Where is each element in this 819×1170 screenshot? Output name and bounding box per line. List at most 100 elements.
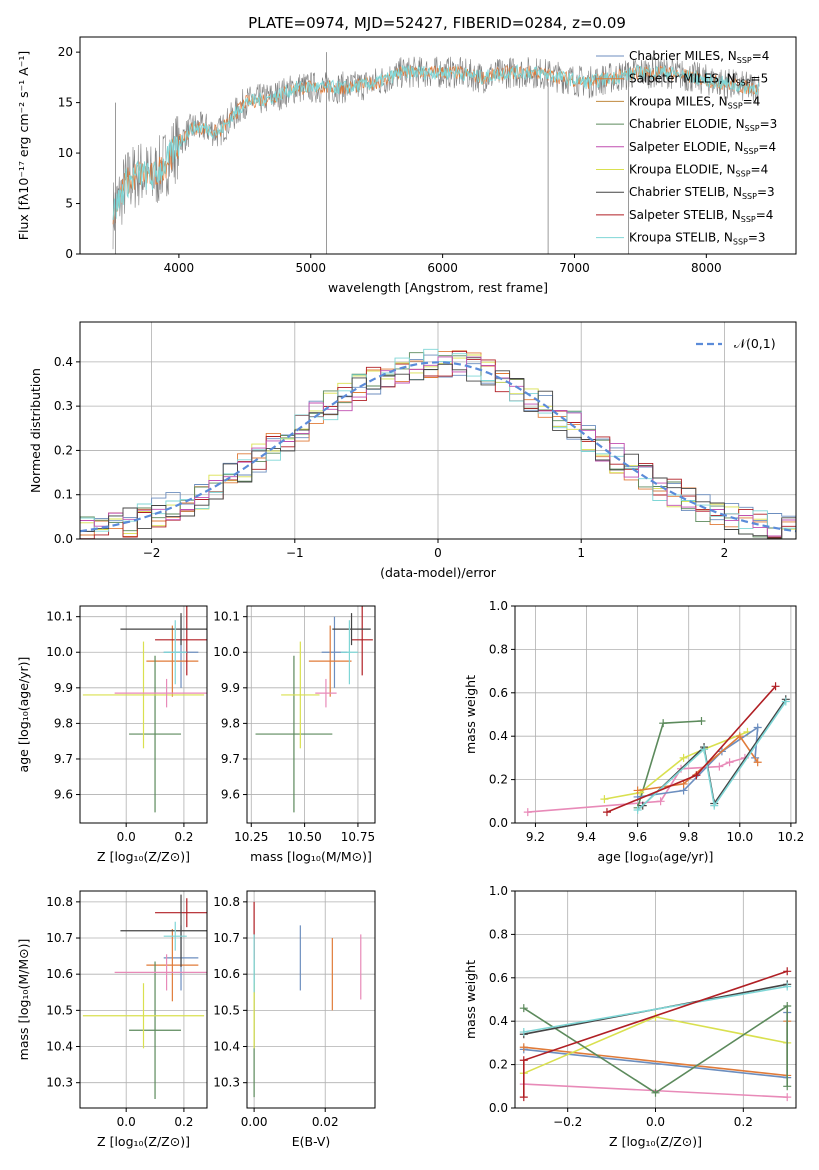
y-tick-label: 9.7	[54, 752, 73, 766]
plot-layer	[82, 606, 207, 813]
data-point-marker	[697, 717, 706, 726]
legend-label: Kroupa MILES, NSSP=4	[629, 94, 760, 110]
y-tick-label: 0.4	[489, 1014, 508, 1028]
series-line	[519, 967, 792, 1102]
y-tick-label: 10.6	[46, 967, 73, 981]
y-tick-label: 0.2	[489, 773, 508, 787]
model-spectrum-line	[112, 64, 760, 220]
y-tick-label: 0.6	[489, 971, 508, 985]
y-tick-label: 10.0	[213, 645, 240, 659]
data-point-marker	[633, 805, 642, 814]
errorbar-point	[281, 641, 320, 749]
axes-mass_vs_Z: 0.0 0.2 10.3 10.4 10.5 10.6 10.7 10.8 Z [log₁₀(Z…	[16, 890, 208, 1149]
y-tick-label: 9.9	[54, 681, 73, 695]
series-path	[523, 1004, 788, 1094]
legend: 𝒩(0,1)	[696, 336, 776, 351]
axes-frame	[246, 605, 376, 824]
y-tick-label: 0.4	[489, 729, 508, 743]
legend-value: =4	[758, 140, 776, 154]
data-point-marker	[771, 682, 780, 691]
x-tick-label: 0.02	[312, 1115, 339, 1129]
errorbar-point	[146, 625, 199, 697]
plot-area-massweight_vs_age	[523, 682, 790, 817]
data-point-marker	[753, 723, 762, 732]
errorbar-point	[163, 921, 187, 951]
y-tick-label: 15	[58, 96, 73, 110]
axes-mass_vs_ebv: 0.00 0.02 10.3 10.4 10.5 10.6 10.7 10.8 E(B-V)	[213, 890, 376, 1149]
errorbar-point	[255, 655, 333, 813]
y-tick-label: 10.1	[46, 610, 73, 624]
data-point-marker	[519, 1004, 528, 1013]
series-line	[633, 732, 762, 795]
legend-label: Kroupa STELIB, NSSP=3	[629, 231, 766, 247]
x-axis-label: Z [log₁₀(Z/Z⊙)]	[97, 1134, 190, 1149]
x-axis-label: Z [log₁₀(Z/Z⊙)]	[609, 1134, 702, 1149]
data-point-marker	[656, 797, 665, 806]
plot-area-massweight_vs_Z	[519, 967, 792, 1102]
y-tick-label: 10.6	[213, 967, 240, 981]
errorbar-point	[129, 961, 182, 1099]
histogram-step	[80, 363, 796, 539]
x-tick-label: 10.50	[287, 830, 321, 844]
errorbar-point	[114, 678, 207, 708]
y-tick-label: 10	[58, 146, 73, 160]
errorbar-point	[129, 655, 182, 813]
y-tick-label: 0.1	[54, 488, 73, 502]
series-line	[633, 697, 790, 814]
x-tick-label: 4000	[164, 261, 195, 275]
y-tick-label: 10.4	[46, 1040, 73, 1054]
legend-subscript: SSP	[737, 56, 752, 65]
series-line	[638, 695, 790, 810]
data-point-marker	[783, 1093, 792, 1102]
errorbar-point	[114, 954, 207, 991]
data-point-marker	[715, 762, 724, 771]
plot-layer	[80, 348, 796, 539]
plot-layer	[519, 967, 792, 1102]
x-tick-label: 10.2	[778, 830, 805, 844]
series-line	[519, 982, 792, 1037]
y-tick-label: 9.8	[54, 716, 73, 730]
y-tick-label: 10.7	[46, 931, 73, 945]
axes-frame	[246, 890, 376, 1109]
data-point-marker	[710, 801, 719, 810]
normal-curve	[80, 361, 796, 533]
y-tick-label: 1.0	[489, 599, 508, 613]
plot-layer	[255, 606, 373, 813]
y-tick-label: 9.6	[54, 788, 73, 802]
data-point-marker	[519, 1093, 528, 1102]
legend-label: 𝒩(0,1)	[734, 336, 776, 351]
legend-label: Kroupa ELODIE, NSSP=4	[629, 163, 768, 179]
x-tick-label: 7000	[559, 261, 590, 275]
y-axis-label: mass weight	[463, 960, 478, 1039]
legend: Chabrier MILES, NSSP=4 Salpeter MILES, NS…	[596, 49, 777, 247]
legend-subscript: SSP	[742, 192, 757, 201]
x-axis-label: wavelength [Angstrom, rest frame]	[328, 280, 548, 295]
data-point-marker	[602, 808, 611, 817]
data-point-marker	[523, 808, 532, 817]
x-tick-label: −2	[143, 546, 161, 560]
data-point-marker	[659, 719, 668, 728]
y-tick-label: 9.8	[221, 716, 240, 730]
x-tick-label: −0.2	[553, 1115, 582, 1129]
x-tick-label: 9.2	[526, 830, 545, 844]
errorbar-point	[155, 898, 207, 928]
x-tick-label: 0.2	[734, 1115, 753, 1129]
axes-massweight_vs_Z: −0.2 0.0 0.2 0.0 0.2 0.4 0.6 0.8 1.0 Z [log₁₀(Z/Z…	[463, 884, 797, 1149]
y-tick-label: 1.0	[489, 884, 508, 898]
axes-spectrum: Chabrier MILES, NSSP=4 Salpeter MILES, NS…	[16, 36, 797, 295]
x-axis-label: (data-model)/error	[380, 565, 497, 580]
data-point-marker	[651, 1088, 660, 1097]
series-path	[637, 701, 787, 811]
x-tick-label: 0.0	[646, 1115, 665, 1129]
y-tick-label: 10.7	[213, 931, 240, 945]
errorbar-point	[82, 983, 205, 1049]
y-tick-label: 10.0	[46, 645, 73, 659]
errorbar-point	[315, 678, 337, 708]
y-tick-label: 10.5	[213, 1003, 240, 1017]
histogram-step	[80, 356, 796, 537]
legend-value: =4	[756, 208, 774, 222]
x-axis-label: Z [log₁₀(Z/Z⊙)]	[97, 849, 190, 864]
y-axis-label: Flux [fλ10⁻¹⁷ erg cm⁻² s⁻¹ A⁻¹]	[16, 51, 31, 240]
x-tick-label: 0.2	[174, 830, 193, 844]
